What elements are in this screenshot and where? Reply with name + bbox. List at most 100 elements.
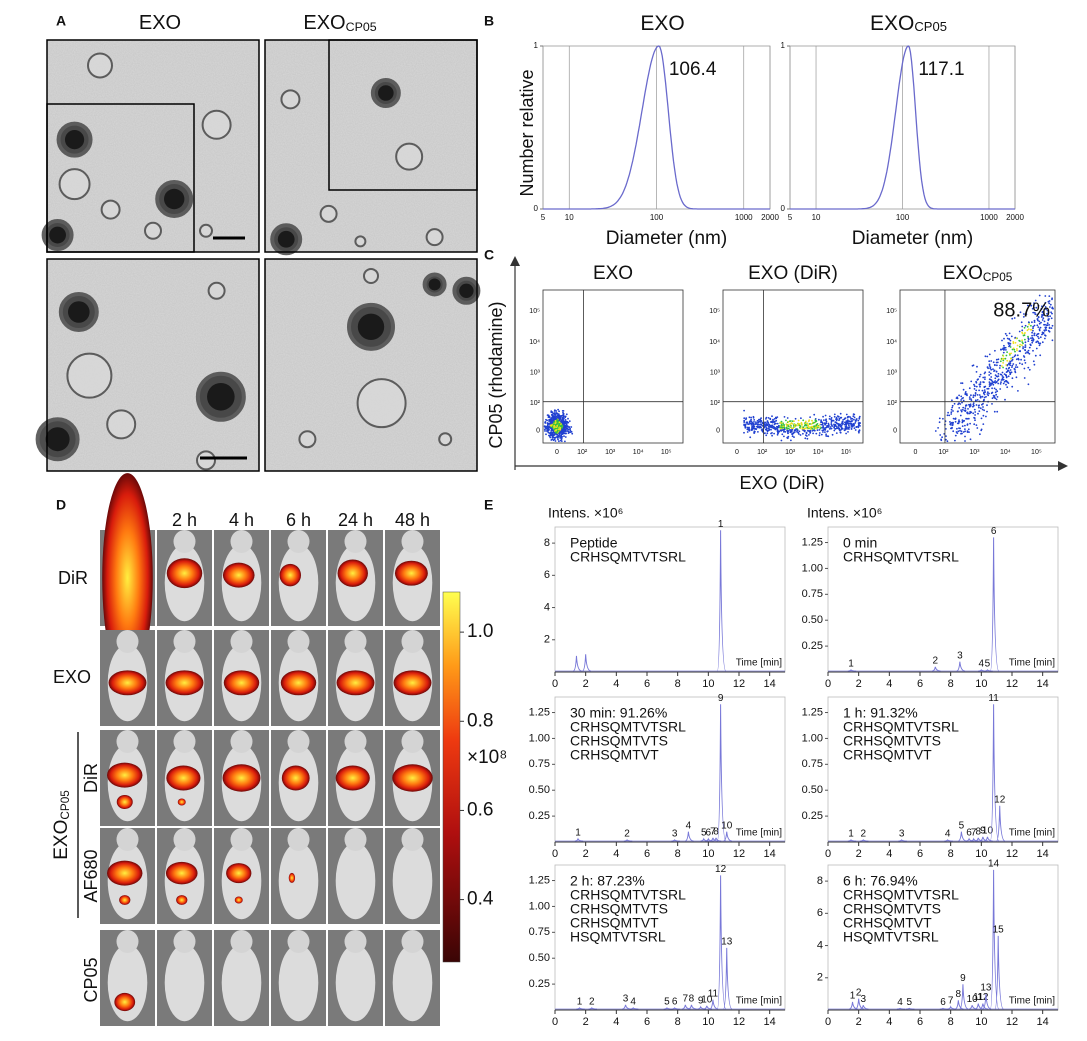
event-dot [816, 429, 819, 432]
y-tick-label: 0.75 [529, 758, 550, 770]
event-dot [561, 425, 563, 428]
event-dot [563, 435, 565, 438]
event-dot [1021, 363, 1024, 366]
y-tick-label: 1.25 [529, 706, 550, 718]
event-dot [552, 436, 555, 439]
event-dot [1011, 377, 1014, 380]
event-dot [553, 420, 556, 423]
x-tick-label: 2 [856, 848, 862, 860]
plot-title: EXO (DiR) [748, 263, 838, 284]
event-dot [552, 418, 555, 421]
event-dot [991, 397, 994, 400]
event-dot [992, 361, 995, 364]
event-dot [1024, 349, 1027, 352]
event-dot [982, 406, 984, 408]
y-unit: Intens. ×10⁶ [548, 505, 623, 521]
peak-label: 11 [708, 988, 719, 999]
y-tick-label: 10⁴ [709, 339, 720, 346]
panel-label: C [484, 247, 494, 263]
event-dot [1031, 331, 1033, 334]
size-distribution [790, 45, 1015, 210]
event-dot [954, 417, 957, 420]
event-dot [938, 417, 941, 420]
event-dot [1009, 364, 1012, 367]
event-dot [548, 426, 551, 429]
y-axis-label: Number relative [517, 69, 537, 196]
event-dot [1030, 304, 1033, 307]
panel-label: A [56, 13, 66, 29]
event-dot [813, 421, 815, 424]
event-dot [563, 427, 566, 429]
event-dot [765, 434, 768, 437]
event-dot [979, 383, 982, 386]
y-tick-label: 0 [536, 428, 540, 435]
event-dot [544, 430, 546, 432]
vesicle-core [207, 383, 235, 411]
colorbar-label: 0.4 [467, 889, 494, 910]
x-tick-label: 10 [565, 213, 574, 222]
x-tick-label: 10 [975, 678, 987, 690]
event-dot [813, 429, 816, 432]
event-dot [961, 408, 964, 411]
event-dot [767, 425, 770, 428]
title-sub: CP05 [59, 790, 72, 820]
vesicle [207, 281, 226, 300]
event-dot [975, 399, 977, 402]
event-dot [975, 371, 978, 373]
event-dot [951, 404, 954, 407]
peak-label: 7 [948, 995, 954, 1006]
event-dot [844, 423, 847, 426]
mouse-head [344, 930, 367, 954]
event-dot [845, 420, 848, 422]
peak [896, 1007, 906, 1010]
event-dot [1031, 337, 1034, 339]
event-dot [1036, 324, 1039, 327]
event-dot [983, 393, 986, 396]
event-dot [775, 419, 778, 422]
event-dot [751, 427, 754, 430]
event-dot [789, 423, 791, 426]
event-dot [562, 415, 565, 418]
peak-label: 3 [623, 993, 629, 1004]
event-dot [1004, 357, 1007, 360]
event-dot [771, 421, 774, 424]
signal [393, 670, 432, 696]
event-dot [809, 416, 811, 418]
event-dot [1031, 341, 1034, 344]
signal [107, 860, 143, 886]
event-dot [994, 374, 997, 376]
signal [107, 762, 143, 788]
event-dot [968, 403, 970, 406]
event-dot [990, 376, 993, 378]
vesicle [87, 52, 113, 79]
y-tick-label: 10⁵ [709, 308, 720, 315]
event-dot [1051, 324, 1054, 327]
time-label: 2 h [172, 510, 197, 530]
event-dot [975, 380, 977, 383]
event-dot [999, 388, 1002, 390]
x-tick-label: 6 [644, 848, 650, 860]
event-dot [952, 410, 954, 412]
panel-label: E [484, 497, 493, 513]
sample-text: CRHSQMTVTS [570, 901, 668, 917]
event-dot [1046, 312, 1048, 315]
mouse-head [116, 630, 139, 654]
event-dot [777, 432, 779, 434]
event-dot [753, 419, 756, 421]
event-dot [961, 421, 964, 424]
time-label: 24 h [338, 510, 373, 530]
event-dot [963, 420, 965, 422]
event-dot [791, 432, 794, 435]
event-dot [988, 353, 991, 356]
event-dot [851, 417, 854, 420]
event-dot [963, 409, 966, 412]
event-dot [998, 367, 1001, 369]
event-dot [1033, 321, 1036, 323]
event-dot [1000, 348, 1002, 351]
event-dot [1007, 375, 1010, 378]
event-dot [1027, 335, 1029, 338]
event-dot [787, 420, 790, 423]
event-dot [558, 440, 560, 443]
event-dot [1037, 319, 1039, 322]
vesicle [58, 168, 91, 201]
